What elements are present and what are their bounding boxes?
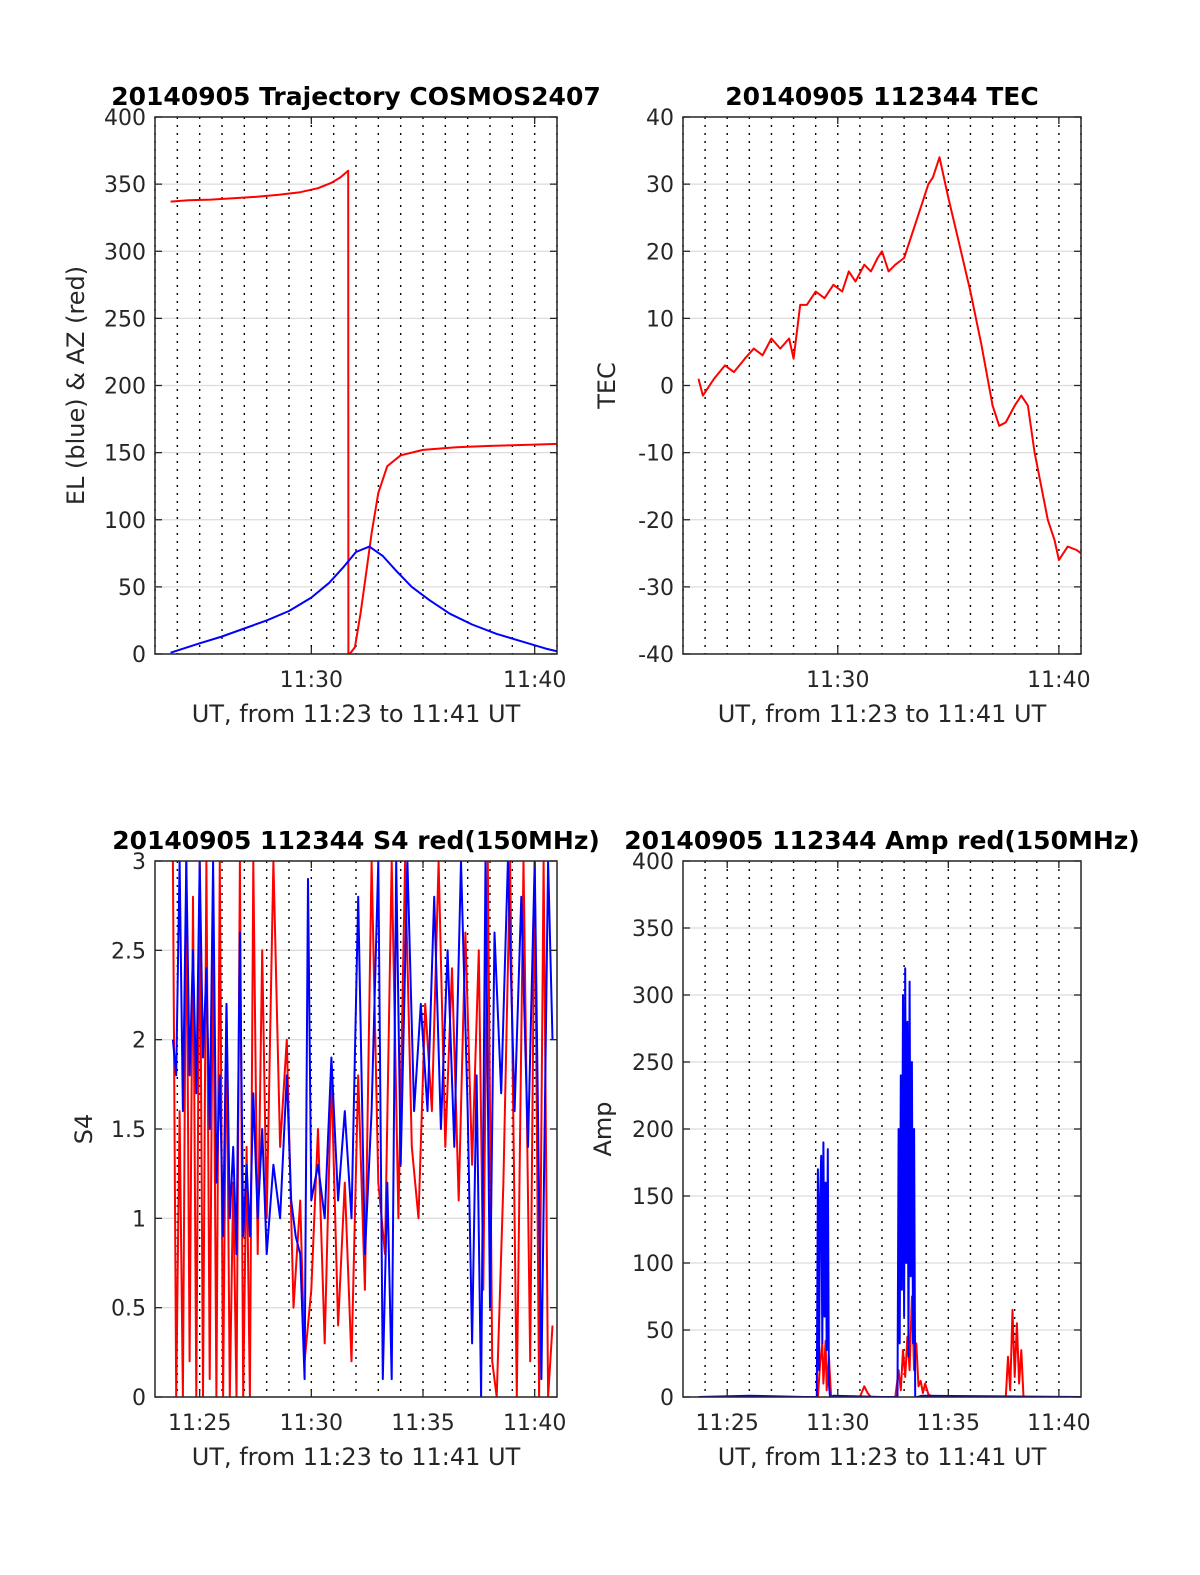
s4-chart: 0 0.5 1 1.5 2 2.5 3 11:25 11:30 11:35 11:40 2014090… (70, 826, 600, 1471)
y-tick-label: -30 (638, 576, 674, 601)
series-line-red (170, 169, 557, 654)
y-tick-label: 250 (632, 1051, 674, 1076)
series-line-red (697, 156, 1081, 561)
y-tick-label: 250 (104, 307, 146, 332)
y-tick-label: 50 (118, 576, 146, 601)
y-axis-label: TEC (593, 362, 621, 410)
y-tick-label: 400 (104, 106, 146, 131)
x-axis-label: UT, from 11:23 to 11:41 UT (192, 700, 521, 728)
x-tick-label: 11:30 (806, 1411, 869, 1436)
y-tick-label: 0 (660, 375, 674, 400)
y-tick-label: 0 (132, 1386, 146, 1411)
x-tick-label: 11:30 (280, 668, 343, 693)
x-tick-label: 11:25 (168, 1411, 231, 1436)
y-tick-label: 10 (646, 307, 674, 332)
y-tick-label: 200 (632, 1118, 674, 1143)
y-tick-label: 300 (104, 240, 146, 265)
y-axis-label: EL (blue) & AZ (red) (62, 266, 90, 505)
y-tick-label: 2 (132, 1029, 146, 1054)
amp-chart: 0 50 100 150 200 250 300 350 400 11:25 11:30 11:35 1… (589, 826, 1140, 1471)
y-tick-label: 30 (646, 173, 674, 198)
chart-title: 20140905 112344 S4 red(150MHz) (112, 826, 600, 855)
tec-chart: -40 -30 -20 -10 0 10 20 30 40 11:30 11:40 20140905 … (593, 82, 1091, 728)
series-line-red (698, 1295, 1081, 1397)
y-tick-label: -20 (638, 509, 674, 534)
x-tick-label: 11:30 (280, 1411, 343, 1436)
y-tick-label: 0.5 (111, 1297, 146, 1322)
x-tick-label: 11:30 (806, 668, 869, 693)
x-tick-label: 11:35 (391, 1411, 454, 1436)
x-tick-label: 11:25 (696, 1411, 759, 1436)
x-axis-label: UT, from 11:23 to 11:41 UT (718, 700, 1047, 728)
y-tick-label: 400 (632, 850, 674, 875)
y-tick-label: 2.5 (111, 939, 146, 964)
y-tick-label: -10 (638, 442, 674, 467)
y-tick-label: 0 (132, 643, 146, 668)
y-tick-label: 3 (132, 850, 146, 875)
y-tick-label: 150 (104, 442, 146, 467)
x-tick-label: 11:40 (503, 668, 566, 693)
trajectory-chart: 0 50 100 150 200 250 300 350 400 11:30 11:40 201409… (62, 82, 601, 728)
y-tick-label: 350 (104, 173, 146, 198)
series-line-blue (171, 861, 554, 1397)
series-line-blue (698, 967, 1081, 1397)
y-tick-label: 0 (660, 1386, 674, 1411)
y-tick-label: 300 (632, 984, 674, 1009)
y-tick-label: 50 (646, 1319, 674, 1344)
y-tick-label: 100 (104, 509, 146, 534)
series-line-blue (170, 545, 557, 654)
y-tick-label: 350 (632, 917, 674, 942)
x-tick-label: 11:40 (1027, 668, 1090, 693)
chart-title: 20140905 112344 TEC (725, 82, 1038, 111)
y-tick-label: 1 (132, 1207, 146, 1232)
y-tick-label: -40 (638, 643, 674, 668)
x-tick-label: 11:40 (1027, 1411, 1090, 1436)
chart-title: 20140905 112344 Amp red(150MHz) (624, 826, 1140, 855)
x-axis-label: UT, from 11:23 to 11:41 UT (718, 1443, 1047, 1471)
y-tick-label: 40 (646, 106, 674, 131)
x-axis-label: UT, from 11:23 to 11:41 UT (192, 1443, 521, 1471)
y-tick-label: 1.5 (111, 1118, 146, 1143)
y-tick-label: 200 (104, 375, 146, 400)
y-axis-label: S4 (70, 1114, 98, 1145)
x-tick-label: 11:40 (503, 1411, 566, 1436)
y-tick-label: 150 (632, 1185, 674, 1210)
y-tick-label: 100 (632, 1252, 674, 1277)
chart-title: 20140905 Trajectory COSMOS2407 (111, 82, 601, 111)
x-tick-label: 11:35 (917, 1411, 980, 1436)
y-tick-label: 20 (646, 240, 674, 265)
y-axis-label: Amp (589, 1101, 617, 1156)
